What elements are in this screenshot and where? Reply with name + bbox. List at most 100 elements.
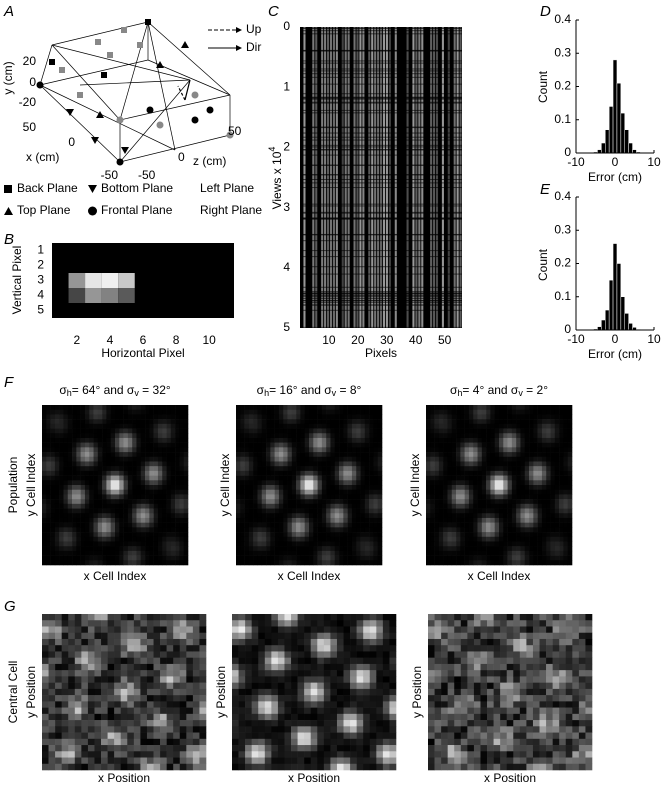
pixel [98, 476, 103, 481]
pixel [309, 405, 314, 410]
pixel [533, 480, 538, 485]
pixel [193, 620, 200, 627]
pixel [443, 527, 448, 532]
pixel [376, 658, 383, 665]
pixel [145, 485, 150, 490]
pixel [469, 405, 474, 410]
pixel [42, 471, 47, 476]
pixel [134, 701, 141, 708]
pixel [141, 452, 146, 457]
pixel [141, 419, 146, 424]
pixel [68, 480, 73, 485]
pixel [121, 764, 128, 771]
pixel [167, 701, 174, 708]
pixel [430, 476, 435, 481]
pixel [62, 620, 69, 627]
pixel [369, 532, 374, 537]
pixel [245, 633, 252, 640]
pixel [508, 452, 513, 457]
pixel [76, 527, 81, 532]
pixel [75, 758, 82, 765]
pixel [98, 504, 103, 509]
pixel [147, 701, 154, 708]
pixel [72, 513, 77, 518]
pixel [173, 689, 180, 696]
pixel [486, 433, 491, 438]
pixel [94, 433, 99, 438]
pixel [343, 429, 348, 434]
pixel [171, 560, 176, 565]
axis-label: y Position [24, 666, 38, 718]
pixel [275, 419, 280, 424]
pixel [232, 651, 239, 658]
pixel [313, 461, 318, 466]
pixel [81, 626, 88, 633]
pixel [114, 751, 121, 758]
pixel [55, 695, 62, 702]
pixel [443, 405, 448, 410]
pixel [296, 560, 301, 565]
pixel [249, 499, 254, 504]
pixel [62, 751, 69, 758]
pixel [546, 551, 551, 556]
pixel [538, 537, 543, 542]
pixel [179, 527, 184, 532]
marker [49, 59, 55, 65]
pixel [376, 664, 383, 671]
pixel [317, 714, 324, 721]
pixel [318, 499, 323, 504]
pixel [94, 424, 99, 429]
pixel [292, 541, 297, 546]
pixel [98, 551, 103, 556]
pixel [465, 494, 470, 499]
pixel [284, 720, 291, 727]
pixel [563, 457, 568, 462]
pixel [72, 504, 77, 509]
pixel [76, 438, 81, 443]
stripe [421, 27, 423, 328]
pixel [59, 414, 64, 419]
pixel [68, 556, 73, 561]
pixel [469, 546, 474, 551]
pixel [568, 461, 573, 466]
pixel [76, 414, 81, 419]
pixel [265, 614, 272, 621]
pixel [154, 751, 161, 758]
pixel [271, 720, 278, 727]
pixel [106, 518, 111, 523]
tick-label: -50 [138, 168, 156, 182]
pixel [88, 726, 95, 733]
pixel [456, 499, 461, 504]
pixel [298, 683, 305, 690]
pixel [236, 485, 241, 490]
pixel [141, 546, 146, 551]
bar [601, 143, 605, 153]
pixel [305, 504, 310, 509]
pixel [330, 494, 335, 499]
pixel [369, 494, 374, 499]
pixel [127, 689, 134, 696]
pixel [311, 658, 318, 665]
pixel [317, 645, 324, 652]
pixel [127, 745, 134, 752]
pixel [180, 670, 187, 677]
pixel [239, 626, 246, 633]
pixel [106, 466, 111, 471]
pixel [478, 443, 483, 448]
pixel [171, 429, 176, 434]
pixel [68, 733, 75, 740]
pixel [296, 537, 301, 542]
pixel [348, 504, 353, 509]
pixel [452, 457, 457, 462]
pixel [495, 471, 500, 476]
pixel [284, 689, 291, 696]
pixel [124, 433, 129, 438]
pixel [42, 560, 47, 565]
pixel [141, 513, 146, 518]
pixel [343, 513, 348, 518]
pixel [350, 620, 357, 627]
pixel [128, 513, 133, 518]
pixel [270, 424, 275, 429]
pixel [288, 513, 293, 518]
pixel [520, 429, 525, 434]
